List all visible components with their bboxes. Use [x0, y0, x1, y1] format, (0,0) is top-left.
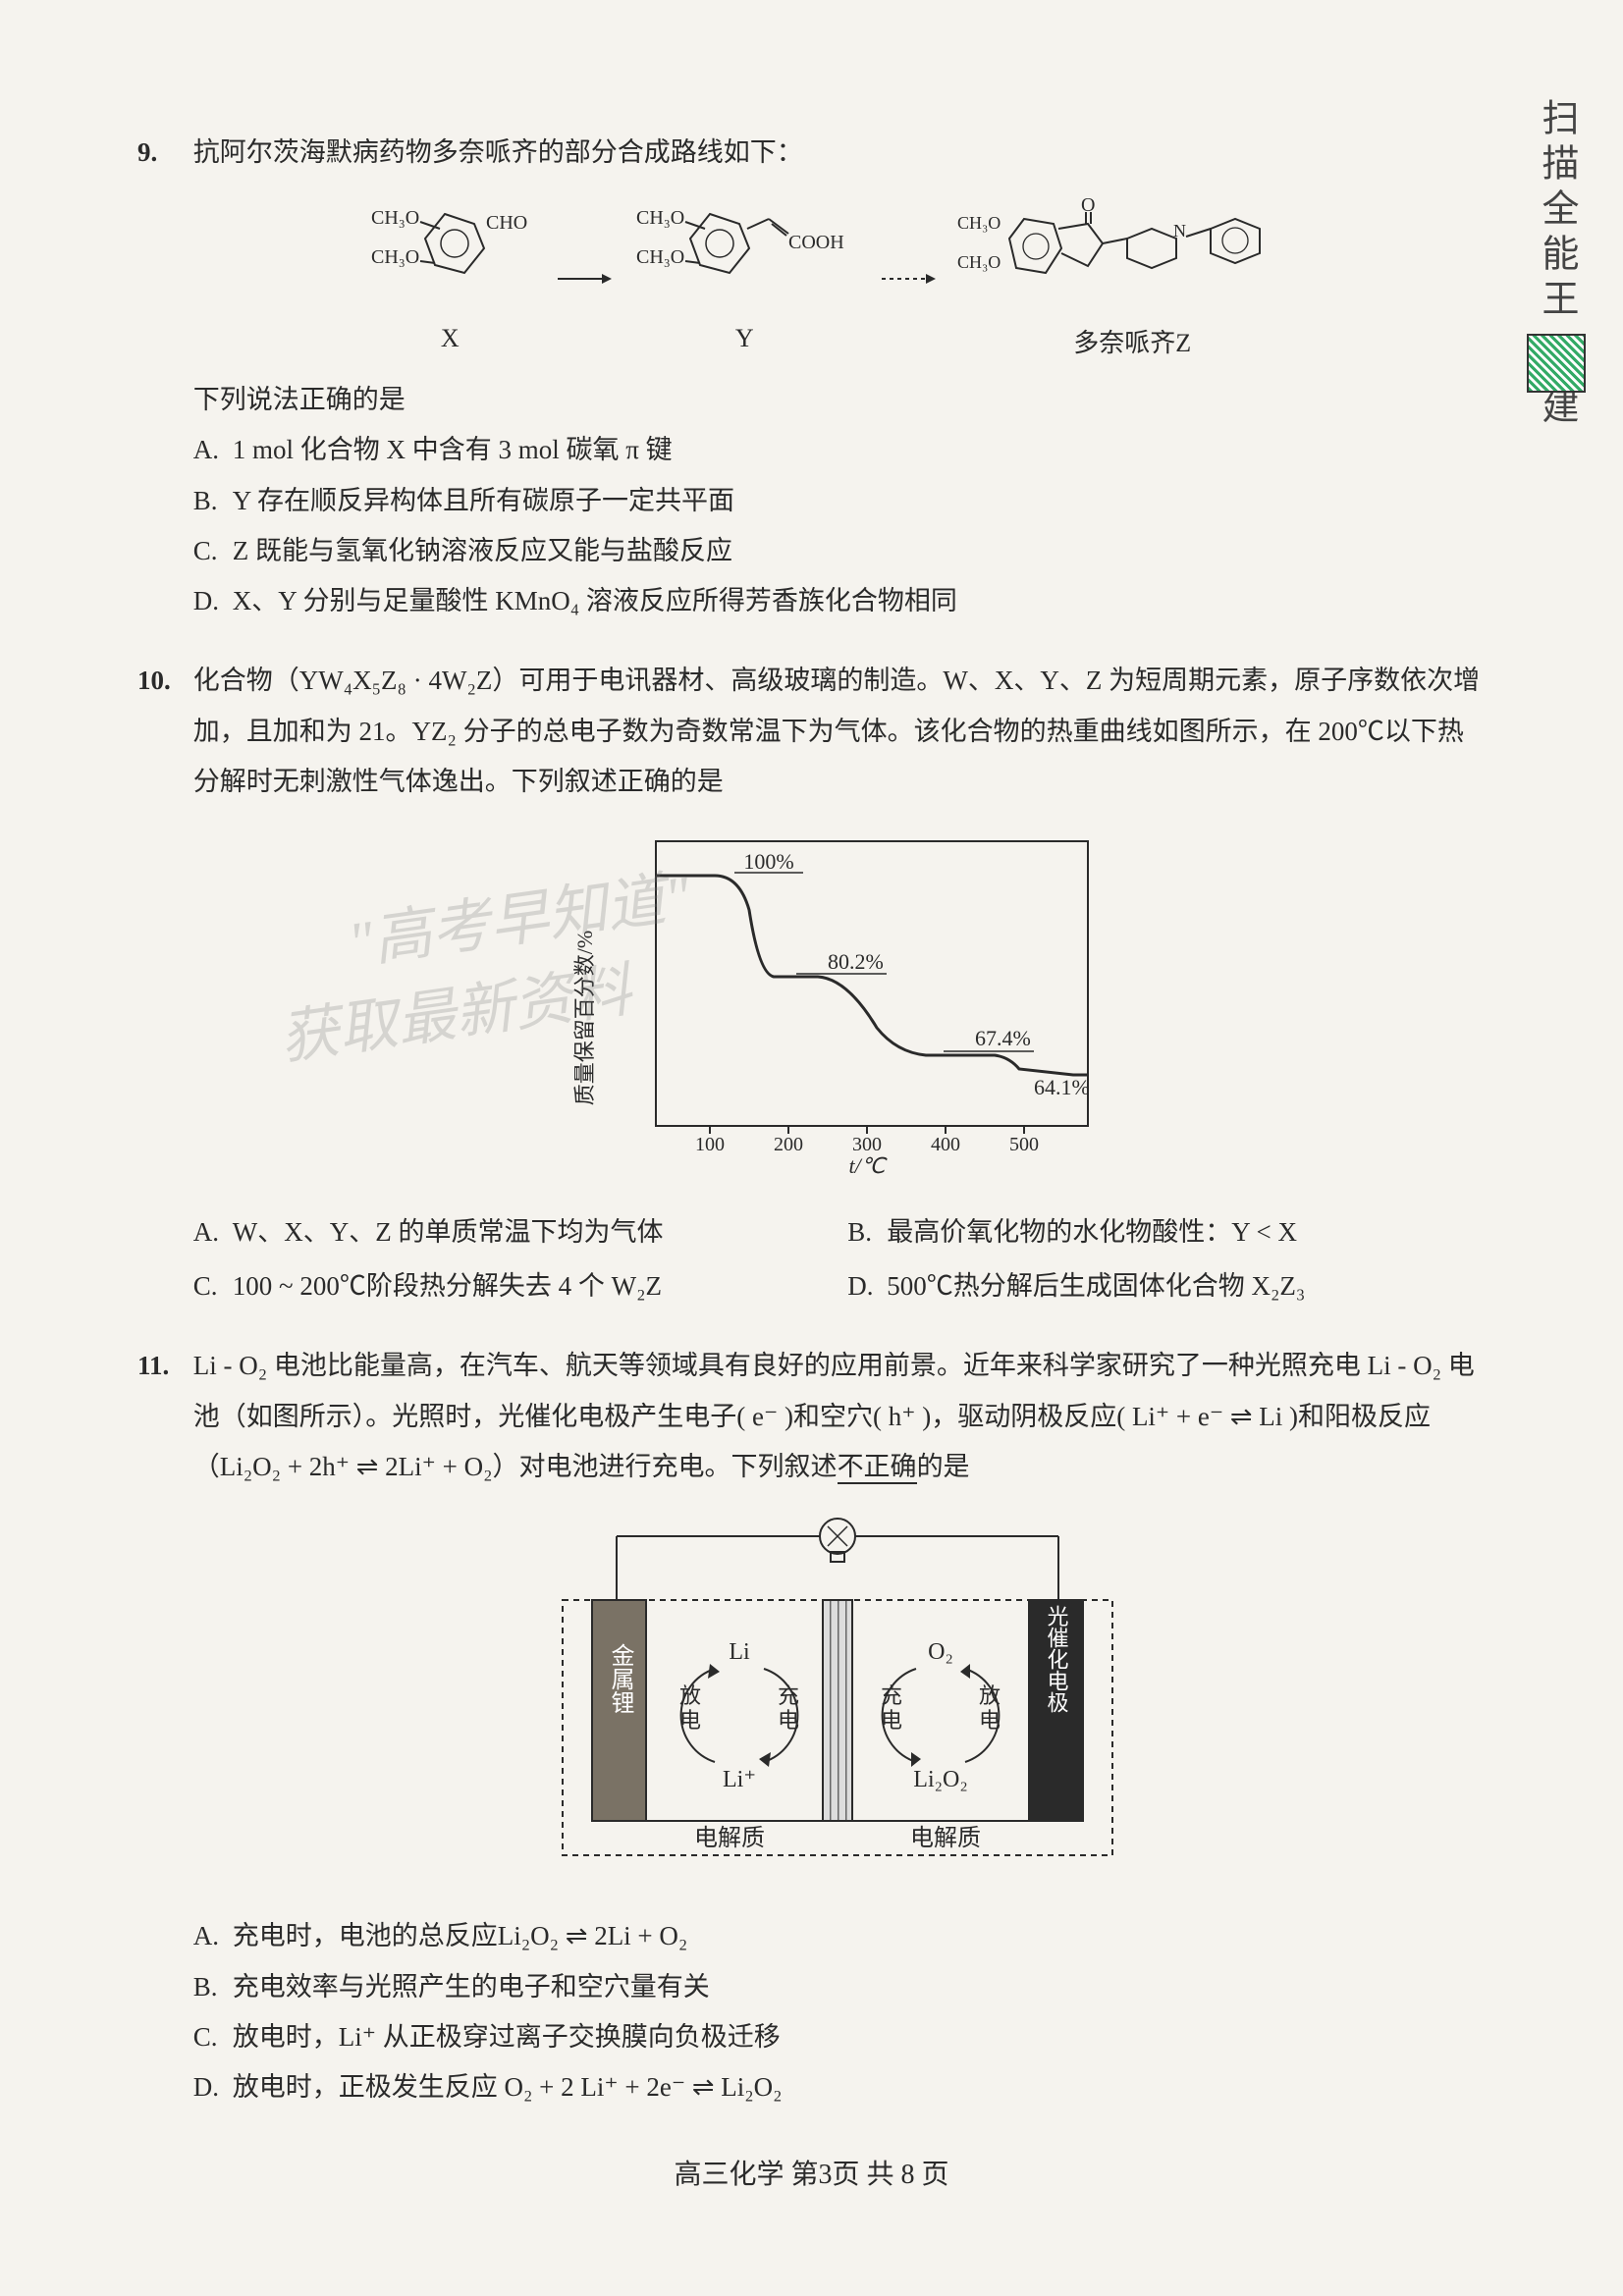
compound-z: CH₃O CH₃O O N: [955, 189, 1309, 367]
q11-option-c: C.放电时，Li⁺ 从正极穿过离子交换膜向负极迁移: [193, 2012, 1483, 2062]
compound-x-label: X: [366, 314, 533, 362]
q10-stem: 化合物（YW₄X₅Z₈ · 4W₂Z）可用于电讯器材、高级玻璃的制造。W、X、Y…: [193, 656, 1483, 807]
svg-text:电: 电: [679, 1708, 701, 1733]
svg-text:充: 充: [778, 1683, 799, 1708]
q10-option-b: B.最高价氧化物的水化物酸性：Y < X: [847, 1207, 1483, 1257]
svg-text:200: 200: [774, 1134, 803, 1155]
svg-text:CH₃O: CH₃O: [957, 213, 1001, 233]
svg-text:t/℃: t/℃: [849, 1153, 888, 1175]
q11-battery-diagram: 金属锂 光催化电极 Li Li⁺ 放: [193, 1507, 1483, 1896]
svg-text:500: 500: [1009, 1134, 1039, 1155]
q11-option-a: A.充电时，电池的总反应Li₂O₂ ⇌ 2Li + O₂: [193, 1911, 1483, 1961]
question-11: 11. Li - O₂ 电池比能量高，在汽车、航天等领域具有良好的应用前景。近年…: [137, 1341, 1486, 2112]
svg-text:400: 400: [931, 1134, 960, 1155]
svg-text:光催化电极: 光催化电极: [1045, 1605, 1069, 1713]
svg-text:质量保留百分数/%: 质量保留百分数/%: [572, 931, 597, 1105]
svg-text:CHO: CHO: [486, 212, 527, 234]
svg-text:电: 电: [778, 1708, 799, 1733]
q9-option-d: D.X、Y 分别与足量酸性 KMnO₄ 溶液反应所得芳香族化合物相同: [193, 576, 1483, 626]
q9-prompt: 下列说法正确的是: [193, 375, 1483, 425]
svg-text:放: 放: [679, 1683, 701, 1708]
svg-text:80.2%: 80.2%: [828, 949, 884, 974]
compound-y-label: Y: [631, 314, 857, 362]
q9-option-a: A.1 mol 化合物 X 中含有 3 mol 碳氧 π 键: [193, 425, 1483, 475]
q10-number: 10.: [137, 656, 187, 706]
dashed-arrow-icon: [877, 264, 936, 294]
q9-option-c: C.Z 既能与氢氧化钠溶液反应又能与盐酸反应: [193, 526, 1483, 576]
svg-text:300: 300: [852, 1134, 882, 1155]
svg-text:CH₃O: CH₃O: [371, 246, 419, 268]
q11-option-b: B.充电效率与光照产生的电子和空穴量有关: [193, 1962, 1483, 2012]
q10-tga-chart: 质量保留百分数/% 100 200 300 400 500 t/℃ 100% 8…: [193, 822, 1483, 1192]
page-footer: 高三化学 第3页 共 8 页: [137, 2153, 1486, 2192]
q9-number: 9.: [137, 128, 187, 178]
svg-text:CH₃O: CH₃O: [636, 246, 684, 268]
svg-text:CH₃O: CH₃O: [957, 252, 1001, 272]
svg-text:CH₃O: CH₃O: [636, 207, 684, 229]
q10-option-c: C.100 ~ 200℃阶段热分解失去 4 个 W₂Z: [193, 1261, 829, 1311]
q9-reaction-scheme: CH₃O CH₃O CHO X CH₃O CH₃O: [193, 189, 1483, 367]
svg-text:电解质: 电解质: [694, 1825, 765, 1851]
q10-option-a: A.W、X、Y、Z 的单质常温下均为气体: [193, 1207, 829, 1257]
svg-text:N: N: [1173, 221, 1186, 240]
q11-option-d: D.放电时，正极发生反应 O₂ + 2 Li⁺ + 2e⁻ ⇌ Li₂O₂: [193, 2062, 1483, 2112]
q11-number: 11.: [137, 1341, 187, 1391]
svg-text:O: O: [1081, 194, 1095, 216]
svg-text:电: 电: [881, 1708, 902, 1733]
compound-y: CH₃O CH₃O COOH Y: [631, 194, 857, 362]
q9-option-b: B.Y 存在顺反异构体且所有碳原子一定共平面: [193, 476, 1483, 526]
svg-text:充: 充: [881, 1683, 902, 1708]
compound-z-label: 多奈哌齐Z: [955, 319, 1309, 367]
svg-text:100: 100: [695, 1134, 725, 1155]
q11-stem: Li - O₂ 电池比能量高，在汽车、航天等领域具有良好的应用前景。近年来科学家…: [193, 1341, 1483, 1492]
question-9: 9. 抗阿尔茨海默病药物多奈哌齐的部分合成路线如下： CH₃O CH₃O CHO…: [137, 128, 1486, 626]
svg-text:金属锂: 金属锂: [607, 1643, 634, 1714]
svg-text:电: 电: [979, 1708, 1001, 1733]
svg-text:Li₂O₂: Li₂O₂: [914, 1767, 968, 1792]
svg-text:67.4%: 67.4%: [975, 1026, 1031, 1050]
svg-text:COOH: COOH: [788, 232, 844, 253]
q10-option-d: D.500℃热分解后生成固体化合物 X₂Z₃: [847, 1261, 1483, 1311]
svg-text:电解质: 电解质: [910, 1825, 981, 1851]
svg-text:放: 放: [979, 1683, 1001, 1708]
question-10: 10. 化合物（YW₄X₅Z₈ · 4W₂Z）可用于电讯器材、高级玻璃的制造。W…: [137, 656, 1486, 1311]
svg-text:O₂: O₂: [928, 1639, 953, 1665]
svg-text:100%: 100%: [744, 849, 794, 874]
qr-code: [1527, 334, 1586, 393]
svg-text:Li: Li: [730, 1639, 751, 1665]
compound-x: CH₃O CH₃O CHO X: [366, 194, 533, 362]
q9-stem: 抗阿尔茨海默病药物多奈哌齐的部分合成路线如下：: [193, 128, 1483, 178]
arrow-icon: [553, 264, 612, 294]
svg-text:CH₃O: CH₃O: [371, 207, 419, 229]
svg-text:64.1%: 64.1%: [1034, 1075, 1090, 1099]
svg-text:Li⁺: Li⁺: [723, 1767, 756, 1792]
